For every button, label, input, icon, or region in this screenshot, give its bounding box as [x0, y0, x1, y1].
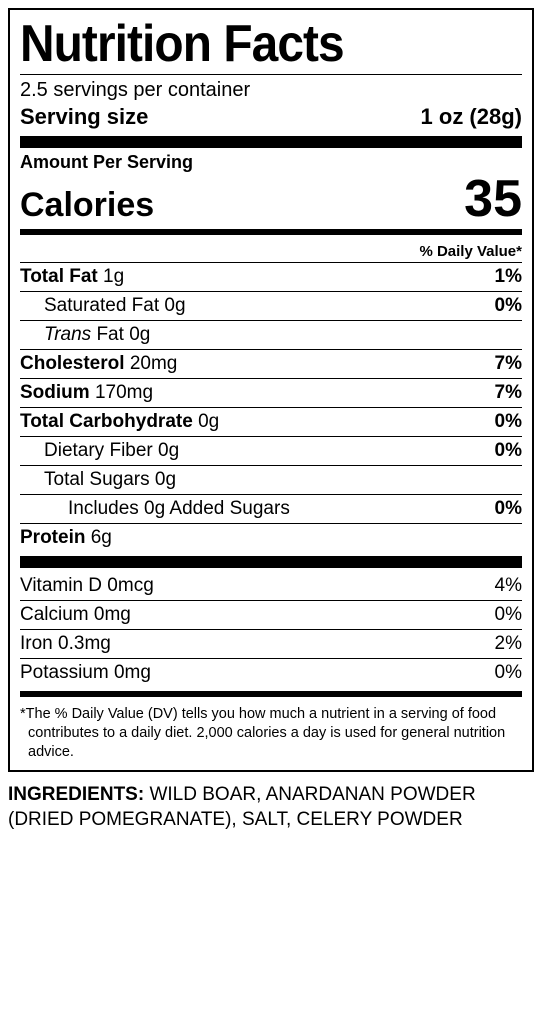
nutrient-dv: 0% — [495, 498, 522, 520]
nutrient-name: Trans Fat 0g — [20, 324, 150, 346]
ingredients: INGREDIENTS: WILD BOAR, ANARDANAN POWDER… — [8, 782, 534, 833]
calories-value: 35 — [464, 173, 522, 225]
vitamin-name: Potassium 0mg — [20, 662, 151, 684]
nutrient-dv: 0% — [495, 295, 522, 317]
servings-per-container: 2.5 servings per container — [20, 79, 522, 102]
nutrient-name: Saturated Fat 0g — [20, 295, 186, 317]
nutrition-label: Nutrition Facts 2.5 servings per contain… — [8, 8, 534, 772]
nutrient-dv: 0% — [495, 411, 522, 433]
title: Nutrition Facts — [20, 18, 482, 70]
dv-header: % Daily Value* — [20, 239, 522, 262]
serving-size-value: 1 oz (28g) — [421, 104, 522, 130]
nutrient-name: Total Sugars 0g — [20, 469, 176, 491]
protein-row: Protein 6g — [20, 523, 522, 552]
nutrient-dv: 7% — [495, 353, 522, 375]
nutrient-dv: 0% — [495, 440, 522, 462]
nutrient-name: Protein 6g — [20, 527, 112, 549]
vitamin-dv: 4% — [495, 575, 522, 597]
serving-size-label: Serving size — [20, 104, 148, 130]
calcium-row: Calcium 0mg 0% — [20, 600, 522, 629]
vitamin-dv: 0% — [495, 662, 522, 684]
divider-thick — [20, 136, 522, 148]
cholesterol-row: Cholesterol 20mg 7% — [20, 349, 522, 378]
nutrient-dv: 1% — [495, 266, 522, 288]
vitamin-name: Iron 0.3mg — [20, 633, 111, 655]
total-carb-row: Total Carbohydrate 0g 0% — [20, 407, 522, 436]
nutrient-name: Cholesterol 20mg — [20, 353, 177, 375]
potassium-row: Potassium 0mg 0% — [20, 658, 522, 687]
ingredients-label: INGREDIENTS: — [8, 784, 144, 805]
fiber-row: Dietary Fiber 0g 0% — [20, 436, 522, 465]
vitamin-d-row: Vitamin D 0mcg 4% — [20, 572, 522, 600]
divider-thick — [20, 556, 522, 568]
trans-fat-row: Trans Fat 0g — [20, 320, 522, 349]
amount-per-serving: Amount Per Serving — [20, 152, 522, 173]
iron-row: Iron 0.3mg 2% — [20, 629, 522, 658]
vitamin-name: Calcium 0mg — [20, 604, 131, 626]
divider — [20, 74, 522, 75]
footnote: *The % Daily Value (DV) tells you how mu… — [20, 701, 522, 762]
nutrient-name: Sodium 170mg — [20, 382, 153, 404]
nutrient-name: Total Carbohydrate 0g — [20, 411, 219, 433]
sat-fat-row: Saturated Fat 0g 0% — [20, 291, 522, 320]
divider-med — [20, 229, 522, 235]
vitamin-dv: 2% — [495, 633, 522, 655]
sodium-row: Sodium 170mg 7% — [20, 378, 522, 407]
vitamin-dv: 0% — [495, 604, 522, 626]
calories-row: Calories 35 — [20, 173, 522, 225]
nutrient-name: Includes 0g Added Sugars — [20, 498, 290, 520]
nutrient-dv: 7% — [495, 382, 522, 404]
calories-label: Calories — [20, 186, 154, 225]
vitamin-name: Vitamin D 0mcg — [20, 575, 154, 597]
added-sugars-row: Includes 0g Added Sugars 0% — [20, 494, 522, 523]
nutrient-name: Total Fat 1g — [20, 266, 124, 288]
total-sugars-row: Total Sugars 0g — [20, 465, 522, 494]
nutrient-name: Dietary Fiber 0g — [20, 440, 179, 462]
serving-size-row: Serving size 1 oz (28g) — [20, 102, 522, 132]
divider-med — [20, 691, 522, 697]
total-fat-row: Total Fat 1g 1% — [20, 262, 522, 291]
